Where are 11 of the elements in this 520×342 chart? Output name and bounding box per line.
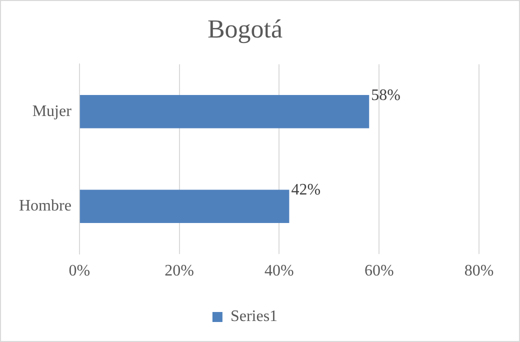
x-tick-label: 0% bbox=[68, 262, 90, 280]
y-tick-label: Hombre bbox=[18, 198, 72, 215]
legend-label: Series1 bbox=[230, 308, 278, 326]
x-tick-label: 40% bbox=[264, 262, 294, 280]
data-label: 58% bbox=[371, 86, 400, 104]
x-tick-label: 80% bbox=[464, 262, 494, 280]
x-tick-label: 60% bbox=[364, 262, 394, 280]
data-label: 42% bbox=[291, 182, 321, 199]
x-tick-label: 20% bbox=[164, 262, 194, 280]
chart-title: Bogotá bbox=[207, 14, 284, 44]
y-tick-label: Mujer bbox=[32, 102, 72, 120]
